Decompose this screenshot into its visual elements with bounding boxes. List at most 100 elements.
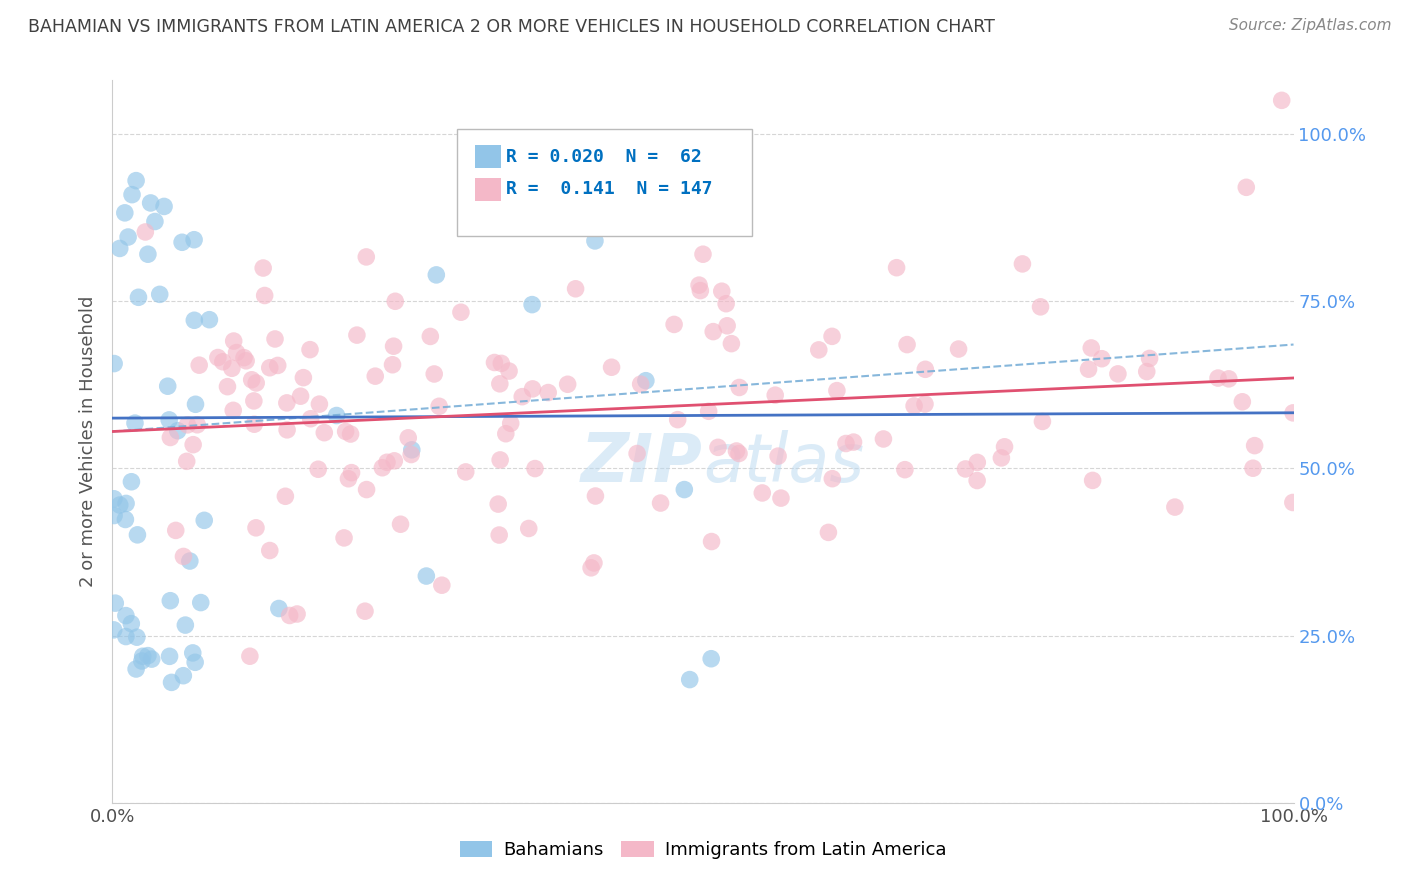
Point	[190, 596, 212, 610]
Point	[630, 377, 652, 392]
Point	[700, 651, 723, 665]
Point	[252, 260, 274, 275]
Point	[276, 423, 298, 437]
Point	[872, 432, 894, 446]
Point	[375, 455, 398, 469]
Point	[179, 554, 201, 568]
Point	[419, 329, 441, 343]
Point	[346, 328, 368, 343]
Point	[176, 417, 198, 432]
Point	[184, 655, 207, 669]
Point	[222, 403, 245, 417]
Point	[966, 474, 988, 488]
Point	[157, 413, 180, 427]
Point	[689, 284, 711, 298]
Point	[914, 397, 936, 411]
Text: ZIP: ZIP	[581, 430, 703, 496]
Point	[896, 337, 918, 351]
Point	[575, 211, 598, 225]
Point	[692, 247, 714, 261]
Point	[183, 233, 205, 247]
Point	[817, 525, 839, 540]
Point	[337, 472, 360, 486]
Point	[207, 351, 229, 365]
Point	[103, 623, 125, 637]
Point	[153, 199, 176, 213]
Point	[450, 305, 472, 319]
Point	[1282, 406, 1305, 420]
Point	[308, 397, 330, 411]
Point	[626, 446, 648, 460]
Point	[401, 442, 423, 457]
Point	[340, 466, 363, 480]
Point	[520, 297, 543, 311]
Text: Source: ZipAtlas.com: Source: ZipAtlas.com	[1229, 18, 1392, 33]
Point	[825, 384, 848, 398]
Point	[267, 359, 290, 373]
Point	[235, 354, 257, 368]
Point	[415, 569, 437, 583]
Point	[728, 446, 751, 460]
Point	[127, 528, 149, 542]
Point	[807, 343, 830, 357]
Point	[183, 313, 205, 327]
Point	[842, 435, 865, 450]
Point	[886, 260, 908, 275]
Point	[120, 475, 142, 489]
Text: R = 0.020  N =  62: R = 0.020 N = 62	[506, 148, 702, 166]
Point	[211, 355, 233, 369]
Point	[583, 489, 606, 503]
Point	[489, 453, 512, 467]
Point	[763, 388, 786, 402]
Point	[264, 332, 287, 346]
Point	[299, 343, 322, 357]
Point	[634, 374, 657, 388]
Point	[314, 425, 336, 440]
Point	[1218, 372, 1240, 386]
Point	[103, 508, 125, 523]
Point	[1232, 394, 1254, 409]
Point	[124, 416, 146, 430]
Point	[159, 430, 181, 444]
Point	[125, 630, 148, 644]
Legend: Bahamians, Immigrants from Latin America: Bahamians, Immigrants from Latin America	[453, 833, 953, 866]
Point	[650, 496, 672, 510]
Point	[966, 455, 988, 469]
Point	[186, 417, 208, 432]
Point	[702, 325, 724, 339]
Point	[1241, 461, 1264, 475]
Point	[914, 362, 936, 376]
Point	[156, 379, 179, 393]
Text: BAHAMIAN VS IMMIGRANTS FROM LATIN AMERICA 2 OR MORE VEHICLES IN HOUSEHOLD CORREL: BAHAMIAN VS IMMIGRANTS FROM LATIN AMERIC…	[28, 18, 995, 36]
Point	[159, 593, 181, 607]
Point	[160, 675, 183, 690]
Point	[125, 173, 148, 188]
Point	[307, 462, 329, 476]
Point	[489, 376, 512, 391]
Point	[371, 460, 394, 475]
Point	[172, 235, 194, 250]
Point	[276, 396, 298, 410]
Point	[1077, 362, 1099, 376]
Point	[697, 404, 720, 418]
Point	[121, 187, 143, 202]
Point	[198, 312, 221, 326]
Point	[498, 364, 520, 378]
Point	[484, 355, 506, 369]
Point	[707, 441, 730, 455]
Point	[285, 607, 308, 621]
Point	[600, 360, 623, 375]
Point	[1234, 180, 1257, 194]
Point	[666, 412, 689, 426]
Point	[217, 379, 239, 393]
Point	[335, 425, 357, 439]
Point	[564, 282, 586, 296]
Point	[114, 206, 136, 220]
Point	[166, 424, 188, 438]
Point	[221, 361, 243, 376]
Point	[274, 489, 297, 503]
Point	[948, 342, 970, 356]
Point	[143, 214, 166, 228]
Point	[389, 517, 412, 532]
Point	[835, 436, 858, 450]
